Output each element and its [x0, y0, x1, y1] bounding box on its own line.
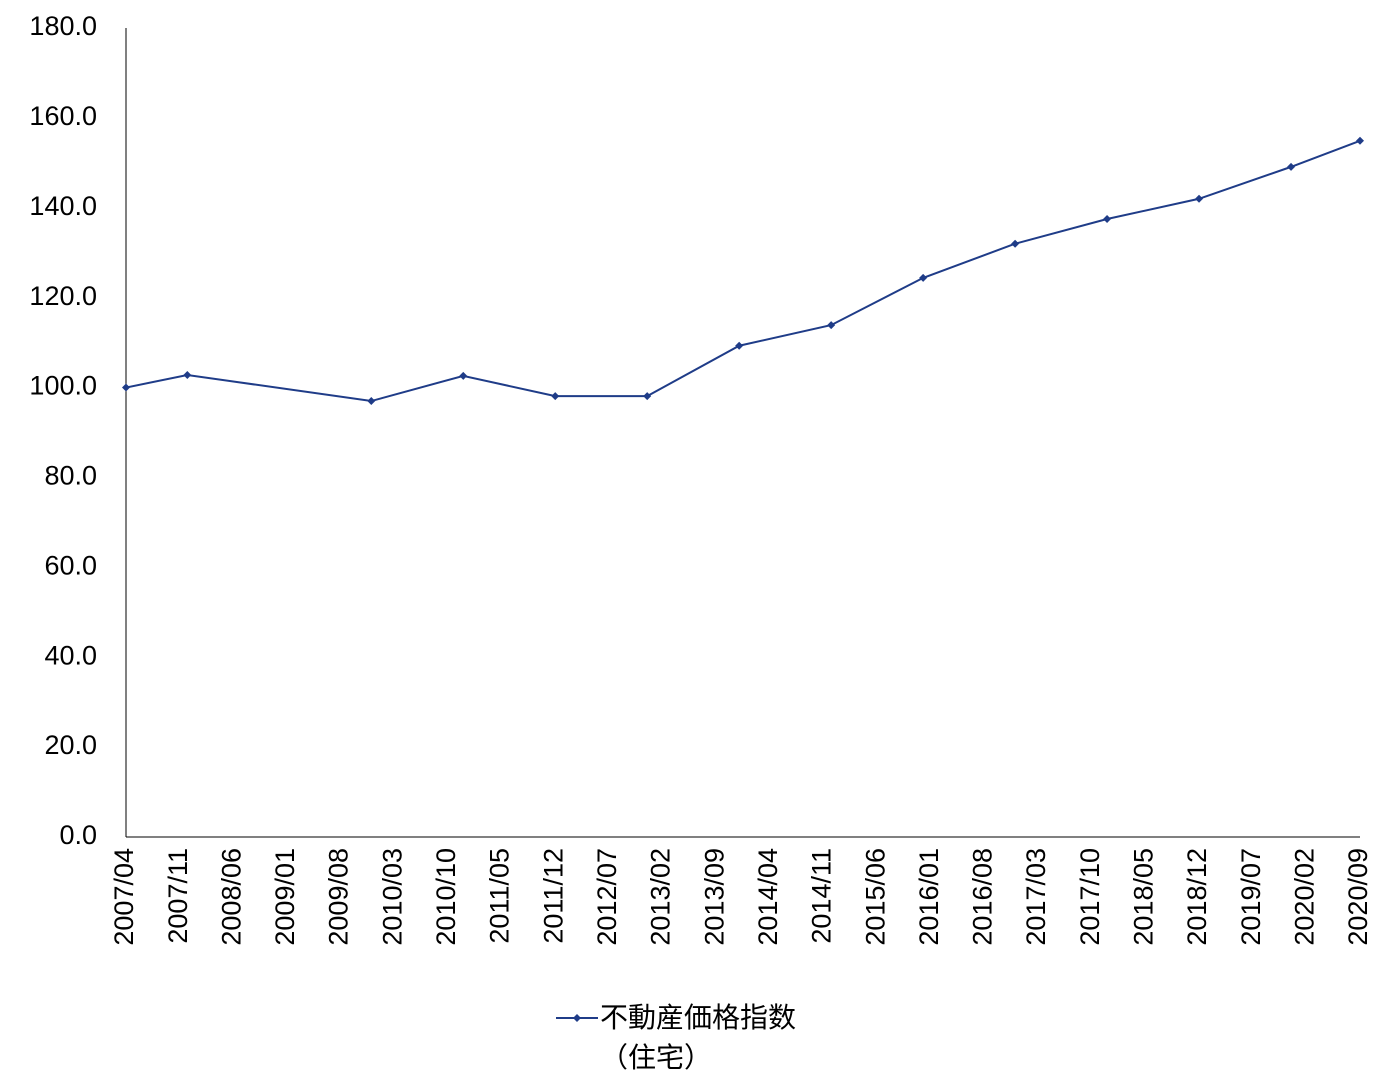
x-tick-label: 2011/05: [485, 848, 515, 944]
x-tick-label: 2018/05: [1129, 848, 1159, 946]
x-tick-label: 2017/03: [1021, 848, 1051, 946]
x-tick-label: 2014/04: [753, 848, 783, 946]
x-tick-label: 2018/12: [1182, 848, 1212, 946]
legend-label: 不動産価格指数（住宅）: [600, 1001, 797, 1074]
x-tick-label: 2014/11: [807, 848, 837, 944]
x-tick-label: 2007/04: [109, 848, 139, 946]
data-point: [1356, 136, 1364, 145]
data-point: [919, 273, 928, 282]
x-tick-label: 2010/10: [431, 848, 461, 946]
x-tick-label: 2016/01: [914, 848, 944, 946]
data-point: [459, 371, 468, 380]
y-tick-label: 80.0: [44, 461, 97, 491]
y-tick-label: 160.0: [29, 101, 97, 131]
data-point: [183, 370, 192, 379]
x-tick-label: 2019/07: [1236, 848, 1266, 946]
series-line: [125, 139, 1361, 403]
y-tick-label: 120.0: [29, 281, 97, 311]
y-tick-label: 20.0: [44, 730, 97, 760]
y-tick-label: 180.0: [29, 11, 97, 41]
y-tick-label: 40.0: [44, 640, 97, 670]
x-tick-label: 2020/02: [1289, 848, 1319, 946]
data-point: [1011, 239, 1020, 248]
data-point: [827, 321, 836, 330]
data-point: [122, 383, 130, 392]
x-tick-label: 2013/02: [646, 848, 676, 946]
x-tick-label: 2017/10: [1075, 848, 1105, 946]
x-tick-label: 2016/08: [968, 848, 998, 946]
x-tick-label: 2007/11: [163, 848, 193, 944]
x-tick-label: 2020/09: [1343, 848, 1373, 946]
y-tick-label: 140.0: [29, 191, 97, 221]
x-tick-label: 2008/06: [216, 848, 246, 946]
y-tick-label: 0.0: [59, 820, 97, 850]
data-point: [1103, 215, 1112, 224]
x-tick-label: 2013/09: [699, 848, 729, 946]
data-point: [367, 397, 376, 406]
x-tick-label: 2009/08: [324, 848, 354, 946]
x-tick-label: 2015/06: [860, 848, 890, 946]
x-tick-label: 2011/12: [538, 848, 568, 944]
y-tick-label: 60.0: [44, 550, 97, 580]
x-tick-label: 2009/01: [270, 848, 300, 946]
x-tick-label: 2012/07: [592, 848, 622, 946]
data-point: [643, 392, 652, 401]
legend-marker: [573, 1014, 581, 1022]
y-tick-label: 100.0: [29, 371, 97, 401]
data-point: [1195, 194, 1204, 203]
data-point: [1287, 162, 1296, 171]
data-point: [735, 341, 744, 350]
data-point: [551, 392, 560, 401]
x-tick-label: 2010/03: [377, 848, 407, 946]
